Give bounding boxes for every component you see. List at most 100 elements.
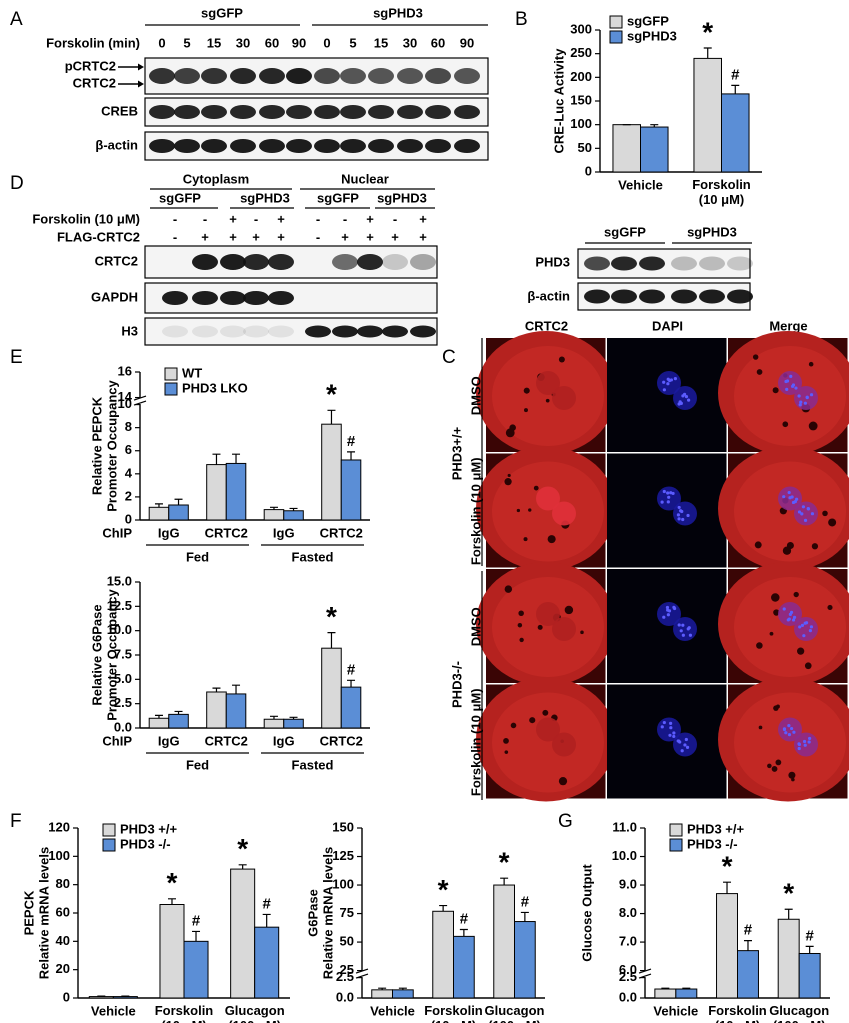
legend-label: PHD3 +/+: [687, 821, 744, 836]
vesicle: [533, 485, 539, 491]
sign: -: [393, 211, 397, 226]
y-tick-label: 9.0: [619, 876, 637, 891]
cell-body: [734, 346, 846, 446]
nucleus: [794, 501, 818, 526]
bar: [321, 647, 342, 729]
chromatin: [685, 745, 690, 750]
vesicle: [788, 771, 796, 779]
annotation: #: [263, 895, 272, 912]
band: [340, 139, 366, 153]
vesicle: [773, 609, 780, 616]
time-label: 5: [183, 35, 190, 50]
chromatin: [802, 739, 807, 744]
chromatin: [667, 495, 671, 499]
chromatin: [800, 512, 804, 516]
chromatin: [668, 379, 672, 383]
vesicle: [518, 610, 524, 617]
vesicle: [519, 637, 524, 643]
x-tick-label: IgG: [273, 525, 295, 540]
sign: -: [316, 211, 320, 226]
band: [611, 289, 637, 304]
group-label: sgPHD3: [687, 224, 737, 239]
band: [259, 139, 285, 153]
y-tick-label: 80: [56, 876, 70, 891]
y-axis-label: Relative G6PasePromoter Occupancy: [90, 588, 120, 720]
band: [454, 68, 480, 84]
vesicle: [773, 705, 779, 711]
vesicle: [791, 777, 795, 782]
panel-label: F: [10, 811, 22, 832]
bar: [716, 893, 738, 999]
error-bar: [378, 987, 387, 990]
chromatin: [677, 505, 681, 510]
error-bar: [723, 881, 732, 894]
chromatin: [662, 380, 666, 384]
y-tick-label: 100: [570, 116, 592, 131]
error-bar: [398, 987, 407, 990]
row-label: ChIP: [102, 733, 132, 748]
bar: [371, 989, 394, 999]
chromatin: [797, 394, 801, 398]
annotation: #: [192, 912, 201, 929]
bar: [737, 950, 759, 999]
chromatin: [800, 623, 805, 628]
error-bar: [269, 506, 278, 510]
annotation: #: [744, 922, 753, 939]
sign: +: [419, 229, 427, 244]
time-label: 15: [207, 35, 221, 50]
chromatin: [788, 496, 792, 500]
group-label: Fasted: [292, 549, 334, 564]
band: [268, 291, 294, 305]
vesicle: [537, 624, 543, 630]
chromatin: [782, 607, 786, 611]
chromatin: [790, 726, 794, 731]
sign: -: [203, 211, 207, 226]
chromatin: [787, 490, 791, 495]
annotation: *: [702, 16, 713, 47]
sign: +: [252, 229, 260, 244]
legend-swatch: [102, 823, 116, 837]
band: [230, 68, 256, 84]
y-tick-label: 0: [125, 511, 132, 526]
error-bar: [703, 47, 712, 59]
micrograph: [607, 338, 727, 452]
chromatin: [787, 733, 792, 737]
time-label: 0: [158, 35, 165, 50]
y-tick-label: 20: [56, 961, 70, 976]
blot: [144, 317, 438, 346]
vesicle: [828, 518, 837, 527]
legend-swatch: [609, 30, 623, 44]
band: [727, 256, 753, 271]
y-tick-label: 120: [48, 819, 70, 834]
time-label: 5: [349, 35, 356, 50]
sign: +: [277, 211, 285, 226]
error-bar: [232, 453, 241, 464]
chromatin: [660, 500, 664, 504]
chromatin: [687, 626, 691, 630]
chromatin: [797, 746, 801, 751]
band: [314, 68, 340, 84]
chromatin: [787, 724, 791, 728]
error-bar: [731, 84, 740, 94]
legend-label: WT: [182, 365, 202, 380]
chromatin: [791, 618, 796, 622]
y-tick-label: 250: [570, 45, 592, 60]
group-label: sgGFP: [604, 224, 646, 239]
micrograph: [607, 453, 727, 568]
vesicle: [558, 777, 568, 786]
chromatin: [792, 615, 797, 620]
annotation: #: [347, 433, 356, 450]
y-tick-label: 0.0: [114, 719, 132, 734]
vesicle: [524, 408, 528, 413]
panel-label: E: [10, 347, 23, 368]
band: [230, 105, 256, 119]
error-bar: [238, 864, 247, 870]
sign: +: [366, 229, 374, 244]
chromatin: [669, 491, 673, 495]
chromatin: [809, 393, 814, 397]
band: [340, 105, 366, 119]
sign: +: [419, 211, 427, 226]
chromatin: [681, 517, 685, 522]
legend-swatch: [669, 838, 683, 852]
